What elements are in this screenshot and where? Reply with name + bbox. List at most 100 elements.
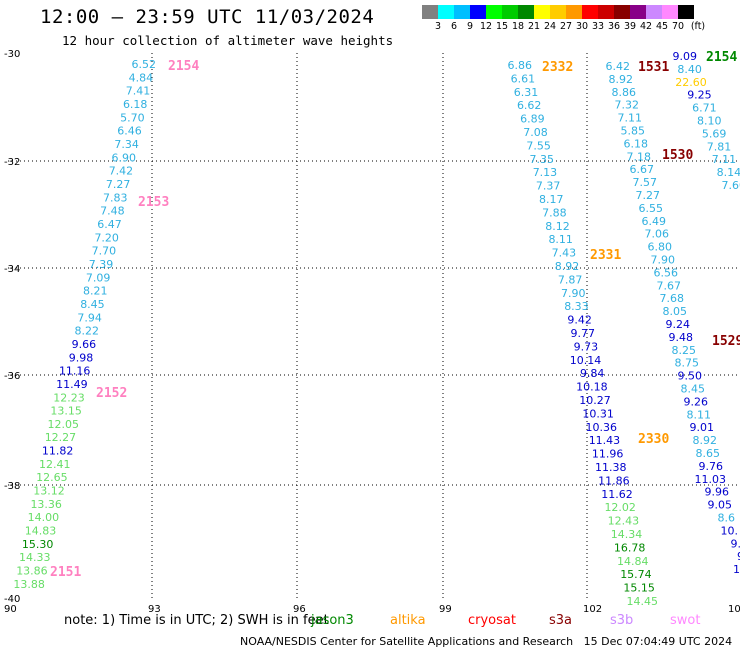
wave-height-label: 7.60 (722, 179, 740, 192)
wave-height-label: 10.18 (576, 381, 608, 394)
wave-height-label: 4.84 (129, 71, 154, 84)
wave-height-label: 7.37 (536, 180, 561, 193)
wave-height-label: 8.11 (548, 233, 573, 246)
wave-height-label: 7.34 (114, 138, 139, 151)
color-bar-label: 36 (607, 21, 621, 32)
wave-height-label: 9.48 (669, 331, 694, 344)
lon-tick-label: 93 (148, 604, 161, 615)
wave-height-label: 7.27 (636, 189, 661, 202)
wave-height-label: 11.03 (695, 473, 727, 486)
track-id-label: 2154 (168, 59, 199, 74)
color-swatch (502, 5, 518, 19)
track-id-label: 2152 (96, 386, 127, 401)
wave-height-label: 22.60 (675, 76, 707, 89)
wave-height-label: 7.94 (77, 311, 102, 324)
wave-height-label: 7.41 (126, 85, 151, 98)
track-id-label: 2151 (50, 565, 81, 580)
wave-height-label: 9.09 (673, 50, 698, 63)
wave-height-label: 11.86 (598, 474, 630, 487)
color-swatch (598, 5, 614, 19)
wave-height-label: 16.78 (614, 541, 646, 554)
wave-height-label: 14.00 (28, 511, 60, 524)
wave-height-label: 11.96 (592, 448, 624, 461)
wave-height-label: 7.90 (651, 254, 676, 267)
color-bar-label: 24 (543, 21, 557, 32)
lat-tick-label: -34 (4, 264, 20, 275)
wave-height-label: 7.67 (657, 279, 682, 292)
wave-height-label: 13.12 (33, 485, 65, 498)
wave-height-label: 10.31 (582, 407, 614, 420)
wave-height-label: 7.57 (633, 176, 658, 189)
color-bar-label: 21 (527, 21, 541, 32)
wave-height-label: 11.16 (59, 365, 91, 378)
wave-height-label: 12.41 (39, 458, 71, 471)
legend-item-s3b: s3b (610, 613, 634, 628)
wave-height-label: 7.18 (627, 150, 652, 163)
wave-height-label: 8.11 (687, 408, 712, 421)
wave-height-label: 7.11 (712, 153, 737, 166)
color-bar-label: 45 (655, 21, 669, 32)
legend-item-s3a: s3a (549, 613, 573, 628)
page-subtitle: 12 hour collection of altimeter wave hei… (62, 33, 394, 48)
color-bar-label: 70 (671, 21, 685, 32)
legend-item-altika: altika (390, 613, 426, 628)
wave-height-label: 9.77 (571, 327, 596, 340)
wave-height-label: 7.48 (100, 205, 125, 218)
wave-height-label: 9.76 (699, 460, 724, 473)
wave-height-label: 6.67 (630, 163, 655, 176)
wave-height-label: 8.14 (717, 166, 740, 179)
wave-height-label: 8.45 (681, 383, 706, 396)
wave-height-label: 6.56 (654, 266, 679, 279)
color-swatch (630, 5, 646, 19)
lat-tick-label: -36 (4, 371, 20, 382)
color-swatch (582, 5, 598, 19)
wave-height-label: 8.33 (564, 300, 589, 313)
wave-height-label: 6.90 (112, 151, 137, 164)
wave-height-label: 13.15 (50, 405, 82, 418)
wave-height-label: 6.47 (97, 218, 122, 231)
wave-height-label: 7.09 (86, 271, 111, 284)
color-bar-label: 3 (434, 21, 442, 32)
wave-height-label: 6.18 (624, 137, 649, 150)
wave-height-label: 6.80 (648, 241, 673, 254)
lat-tick-label: -38 (4, 481, 20, 492)
wave-height-label: 8.17 (539, 193, 564, 206)
wave-height-label: 7.32 (615, 99, 640, 112)
wave-height-label: 6.61 (511, 72, 536, 85)
color-swatch (662, 5, 678, 19)
track-id-label: 2331 (590, 248, 621, 263)
footer-note: note: 1) Time is in UTC; 2) SWH is in fe… (64, 613, 329, 628)
wave-height-label: 9.42 (567, 314, 592, 327)
color-bar-label: 42 (639, 21, 653, 32)
lat-tick-label: -40 (4, 594, 20, 605)
color-bar-label: 33 (591, 21, 605, 32)
page-title: 12:00 – 23:59 UTC 11/03/2024 (40, 6, 375, 28)
wave-height-label: 7.81 (707, 140, 732, 153)
wave-height-label: 15.30 (22, 538, 54, 551)
wave-height-label: 8.21 (83, 285, 108, 298)
color-swatch (614, 5, 630, 19)
wave-height-label: 12.23 (53, 391, 85, 404)
wave-height-label: 11.38 (595, 461, 627, 474)
wave-height-label: 9.50 (678, 370, 703, 383)
wave-height-label: 12.02 (604, 501, 636, 514)
color-swatch (486, 5, 502, 19)
color-bar-unit: (ft) (690, 21, 706, 32)
wave-height-label: 7.08 (523, 126, 548, 139)
wave-height-label: 6.31 (514, 86, 539, 99)
wave-height-label: 5.85 (621, 125, 646, 138)
wave-height-label: 14.33 (19, 551, 51, 564)
wave-height-label: 6.89 (520, 113, 545, 126)
wave-height-label: 14.83 (25, 525, 57, 538)
wave-height-label: 7.35 (530, 153, 555, 166)
wave-height-label: 6.42 (606, 60, 631, 73)
wave-height-label: 5.69 (702, 127, 727, 140)
wave-height-label: 11.49 (56, 378, 88, 391)
wave-height-label: 14.84 (617, 555, 649, 568)
track-id-label: 1531 (638, 60, 669, 75)
track-id-label: 2330 (638, 432, 669, 447)
credit-line: NOAA/NESDIS Center for Satellite Applica… (240, 635, 733, 648)
wave-height-label: 7.90 (561, 287, 586, 300)
color-swatch (534, 5, 550, 19)
